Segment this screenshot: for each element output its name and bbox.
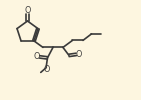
Text: O: O — [24, 6, 31, 15]
Text: O: O — [76, 50, 82, 59]
Text: O: O — [43, 65, 49, 74]
Text: O: O — [34, 52, 40, 61]
